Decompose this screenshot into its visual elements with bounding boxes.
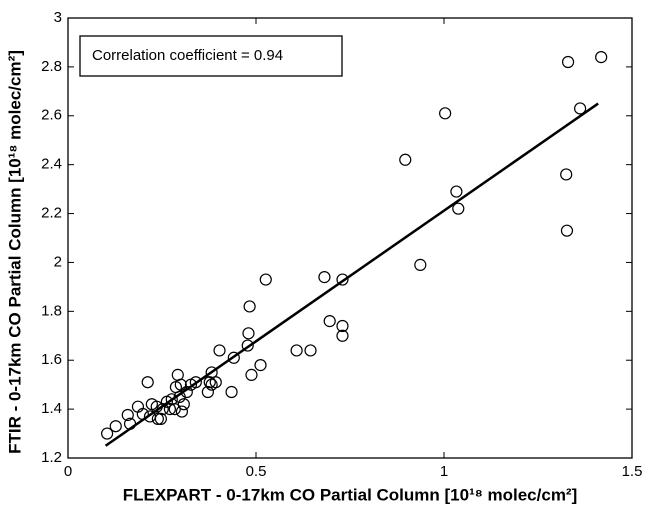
y-axis-label: FTIR - 0-17km CO Partial Column [10¹⁸ mo…	[5, 50, 24, 454]
point	[227, 351, 240, 364]
fit-line	[104, 102, 599, 447]
point	[154, 412, 167, 425]
point	[189, 376, 202, 389]
point	[121, 408, 134, 422]
point	[163, 403, 176, 416]
y-tick-label: 2.2	[41, 205, 62, 222]
point	[414, 258, 427, 271]
point	[336, 319, 349, 333]
point	[241, 339, 254, 352]
point	[101, 427, 114, 440]
point	[560, 168, 573, 181]
point	[318, 271, 331, 284]
point	[174, 378, 187, 391]
point	[209, 376, 222, 389]
point	[450, 185, 463, 198]
point	[595, 51, 608, 64]
point	[213, 344, 226, 357]
y-tick-label: 3	[54, 9, 62, 26]
x-tick-label: 0	[64, 463, 72, 480]
point	[141, 376, 154, 389]
point	[242, 327, 255, 340]
point	[203, 376, 216, 389]
point	[574, 102, 587, 115]
point	[290, 344, 303, 357]
point	[225, 385, 238, 399]
point	[561, 55, 575, 69]
point	[399, 153, 412, 166]
point	[201, 385, 214, 399]
y-tick-label: 1.4	[41, 400, 62, 417]
annotation-box	[79, 35, 343, 77]
point	[177, 398, 190, 411]
point	[254, 359, 267, 372]
point	[439, 107, 452, 120]
point	[336, 273, 349, 286]
point	[304, 344, 317, 357]
point	[259, 273, 272, 286]
y-tick-label: 2	[54, 253, 62, 270]
x-tick-label: 0.5	[246, 463, 267, 480]
point	[323, 315, 336, 328]
y-tick-label: 2.4	[41, 156, 62, 173]
y-tick-label: 2.6	[41, 107, 62, 124]
point	[336, 329, 349, 342]
x-axis-label: FLEXPART - 0-17km CO Partial Column [10¹…	[123, 485, 578, 504]
y-tick-label: 2.8	[41, 58, 62, 75]
y-tick-label: 1.6	[41, 351, 62, 368]
point	[245, 368, 258, 381]
point	[452, 202, 465, 215]
annotation: Correlation coefficient = 0.94	[92, 47, 283, 64]
x-tick-label: 1	[440, 463, 448, 480]
y-tick-label: 1.2	[41, 449, 62, 466]
point	[243, 300, 256, 313]
plot-frame	[67, 17, 633, 459]
x-tick-label: 1.5	[622, 463, 643, 480]
y-tick-label: 1.8	[41, 302, 62, 319]
point	[560, 224, 574, 237]
point	[109, 420, 122, 433]
point	[175, 405, 189, 418]
point	[151, 412, 164, 425]
